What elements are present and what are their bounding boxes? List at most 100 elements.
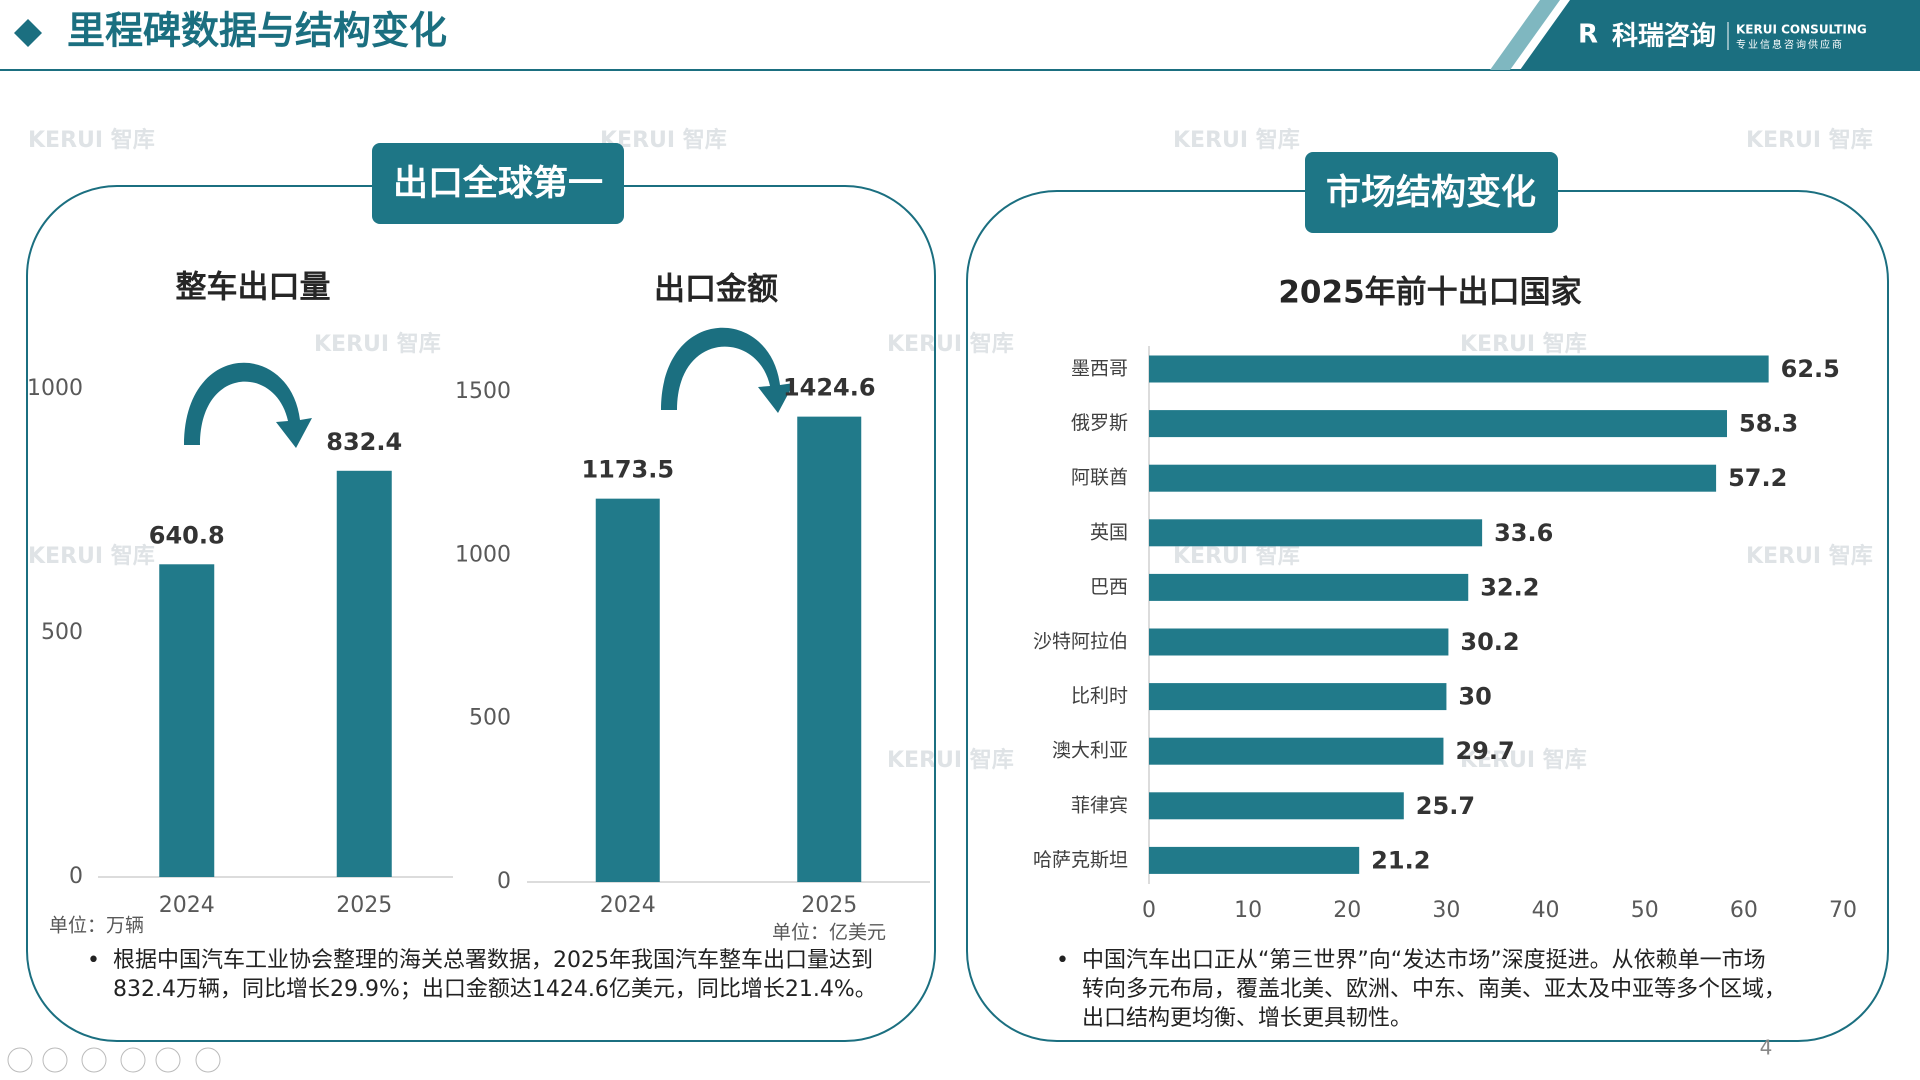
bar (1149, 355, 1769, 383)
chart-title: 整车出口量 (176, 270, 331, 306)
bar (159, 564, 215, 877)
toolbar-button[interactable] (155, 1047, 181, 1073)
y-tick-label: 墨西哥 (1071, 358, 1128, 380)
value-label: 25.7 (1416, 792, 1475, 820)
x-tick-label: 20 (1333, 898, 1361, 923)
x-tick-label: 0 (1142, 898, 1156, 923)
y-tick-label: 比利时 (1071, 685, 1128, 707)
y-tick-label: 澳大利亚 (1052, 740, 1128, 762)
value-label: 21.2 (1371, 846, 1430, 874)
y-tick-label: 1000 (27, 376, 83, 401)
bar (1149, 519, 1483, 547)
unit-note: 单位：亿美元 (772, 922, 886, 944)
panel-title: 出口全球第一 (393, 163, 603, 204)
y-tick-label: 菲律宾 (1071, 794, 1128, 816)
bar (595, 498, 660, 882)
toolbar-button[interactable] (7, 1047, 33, 1073)
value-label: 32.2 (1480, 573, 1539, 601)
y-tick-label: 0 (69, 864, 83, 889)
y-tick-label: 500 (469, 706, 511, 731)
x-tick-label: 30 (1432, 898, 1460, 923)
y-tick-label: 500 (41, 620, 83, 645)
brand-logo: R (1578, 20, 1598, 50)
x-tick-label: 40 (1532, 898, 1560, 923)
unit-note: 单位：万辆 (49, 915, 144, 937)
header-diamond (14, 19, 42, 47)
watermark: KERUI 智库 (1173, 127, 1300, 153)
watermark: KERUI 智库 (28, 127, 155, 153)
bar (1149, 410, 1728, 438)
bar (1149, 846, 1360, 874)
watermark: KERUI 智库 (1460, 331, 1587, 357)
brand-name: 科瑞咨询 (1612, 21, 1716, 52)
x-tick-label: 10 (1234, 898, 1262, 923)
bar (1149, 683, 1447, 711)
value-label: 1424.6 (783, 374, 876, 402)
header-band (1520, 0, 1920, 70)
y-tick-label: 1000 (455, 542, 511, 567)
watermark: KERUI 智库 (887, 747, 1014, 773)
header-title: 里程碑数据与结构变化 (67, 9, 447, 53)
watermarks: KERUI 智库 KERUI 智库 KERUI 智库 KERUI 智库 KERU… (28, 127, 1873, 773)
value-label: 29.7 (1455, 737, 1514, 765)
bar (1149, 792, 1404, 820)
panel-badge (372, 143, 624, 224)
x-tick-label: 2024 (159, 893, 215, 918)
value-label: 640.8 (149, 521, 225, 549)
value-label: 33.6 (1494, 519, 1553, 547)
growth-arrow (661, 327, 794, 413)
growth-arrow (184, 362, 312, 448)
x-tick-label: 2025 (801, 893, 857, 918)
value-label: 832.4 (326, 428, 402, 456)
y-tick-label: 阿联酋 (1071, 467, 1128, 489)
x-tick-label: 70 (1829, 898, 1857, 923)
bar (797, 416, 862, 882)
header-accent (1490, 0, 1560, 70)
watermark: KERUI 智库 (887, 331, 1014, 357)
toolbar-button[interactable] (42, 1047, 68, 1073)
value-label: 57.2 (1728, 464, 1787, 492)
watermark: KERUI 智库 (1460, 747, 1587, 773)
bar (1149, 464, 1717, 492)
brand-tagline: 专业信息咨询供应商 (1736, 38, 1844, 51)
panel-title: 市场结构变化 (1326, 173, 1536, 213)
watermark: KERUI 智库 (314, 331, 441, 357)
y-tick-label: 哈萨克斯坦 (1033, 849, 1128, 871)
y-tick-label: 俄罗斯 (1071, 412, 1128, 434)
toolbar (7, 1047, 221, 1073)
toolbar-button[interactable] (81, 1047, 107, 1073)
watermark: KERUI 智库 (1173, 543, 1300, 569)
watermark: KERUI 智库 (1746, 127, 1873, 153)
y-tick-label: 0 (497, 869, 511, 894)
toolbar-button[interactable] (195, 1047, 221, 1073)
x-tick-label: 2024 (600, 893, 656, 918)
bar (1149, 628, 1449, 656)
toolbar-button[interactable] (120, 1047, 146, 1073)
watermark: KERUI 智库 (28, 543, 155, 569)
x-tick-label: 50 (1631, 898, 1659, 923)
value-label: 30 (1458, 683, 1491, 711)
y-tick-label: 英国 (1090, 521, 1128, 543)
brand-en: KERUI CONSULTING (1736, 23, 1867, 37)
value-label: 1173.5 (581, 456, 674, 484)
value-label: 58.3 (1739, 410, 1798, 438)
panel-note: 中国汽车出口正从“第三世界”向“发达市场”深度挺进。从依赖单一市场转向多元布局，… (1056, 946, 1787, 1033)
bar (336, 470, 392, 877)
y-tick-label: 沙特阿拉伯 (1033, 631, 1128, 653)
watermark: KERUI 智库 (1746, 543, 1873, 569)
y-tick-label: 1500 (455, 379, 511, 404)
page-number: 4 (1760, 1036, 1773, 1060)
chart-title: 2025年前十出口国家 (1278, 275, 1581, 311)
x-tick-label: 60 (1730, 898, 1758, 923)
panel-badge (1305, 152, 1558, 233)
value-label: 30.2 (1460, 628, 1519, 656)
value-label: 62.5 (1781, 355, 1840, 383)
y-tick-label: 巴西 (1090, 576, 1128, 598)
panel-note: 根据中国汽车工业协会整理的海关总署数据，2025年我国汽车整车出口量达到832.… (87, 946, 878, 1004)
bar (1149, 573, 1469, 601)
bar (1149, 737, 1444, 765)
chart-title: 出口金额 (654, 272, 778, 308)
x-tick-label: 2025 (336, 893, 392, 918)
